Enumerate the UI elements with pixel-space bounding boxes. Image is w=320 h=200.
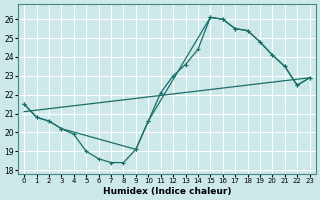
X-axis label: Humidex (Indice chaleur): Humidex (Indice chaleur) (103, 187, 231, 196)
